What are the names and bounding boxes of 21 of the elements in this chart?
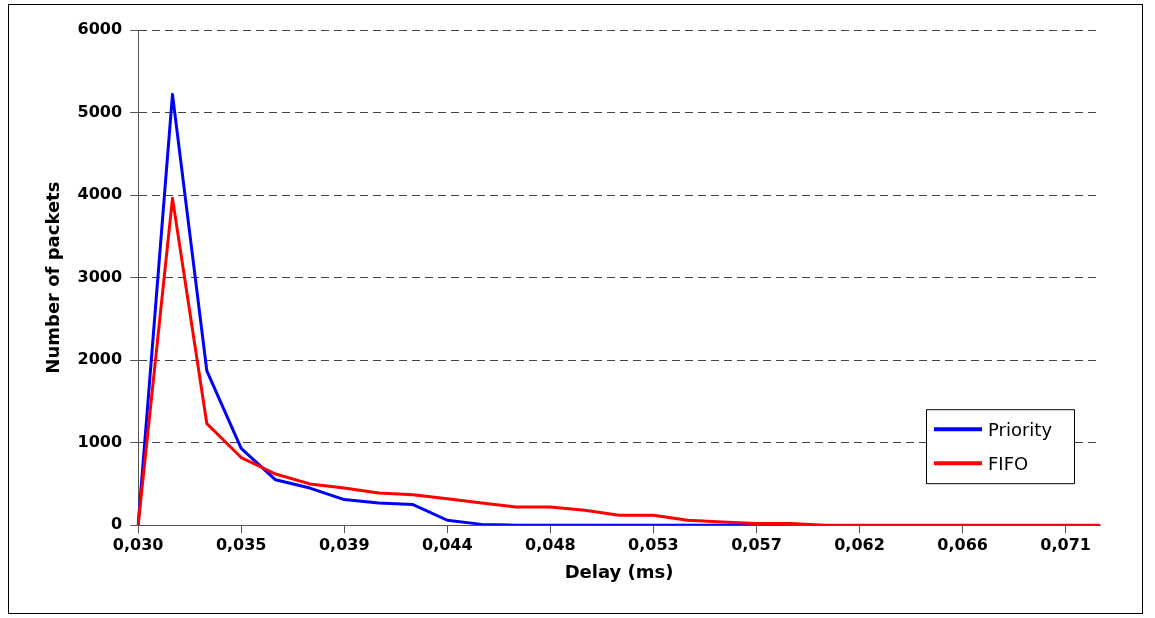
y-tick-label: 0: [110, 514, 123, 534]
legend-label: FIFO: [988, 452, 1029, 474]
x-tick-label: 0,030: [112, 534, 164, 554]
y-tick-label: 1000: [77, 431, 123, 451]
y-tick-label: 6000: [77, 19, 123, 39]
y-tick-label: 2000: [77, 349, 123, 369]
x-tick-label: 0,066: [937, 534, 988, 554]
y-tick-label: 5000: [77, 101, 123, 121]
x-tick-label: 0,062: [834, 534, 885, 554]
y-tick-label: 3000: [77, 266, 123, 286]
x-tick-label: 0,039: [318, 534, 370, 554]
x-tick-label: 0,048: [525, 534, 576, 554]
x-tick-label: 0,053: [628, 534, 679, 554]
x-tick-label: 0,057: [731, 534, 782, 554]
x-tick-label: 0,071: [1040, 534, 1091, 554]
y-axis-title: Number of packets: [42, 181, 64, 374]
legend-label: Priority: [988, 418, 1053, 440]
x-tick-label: 0,044: [422, 534, 473, 554]
y-tick-label: 4000: [77, 184, 123, 204]
x-axis-title: Delay (ms): [564, 560, 674, 582]
x-tick-label: 0,035: [215, 534, 267, 554]
